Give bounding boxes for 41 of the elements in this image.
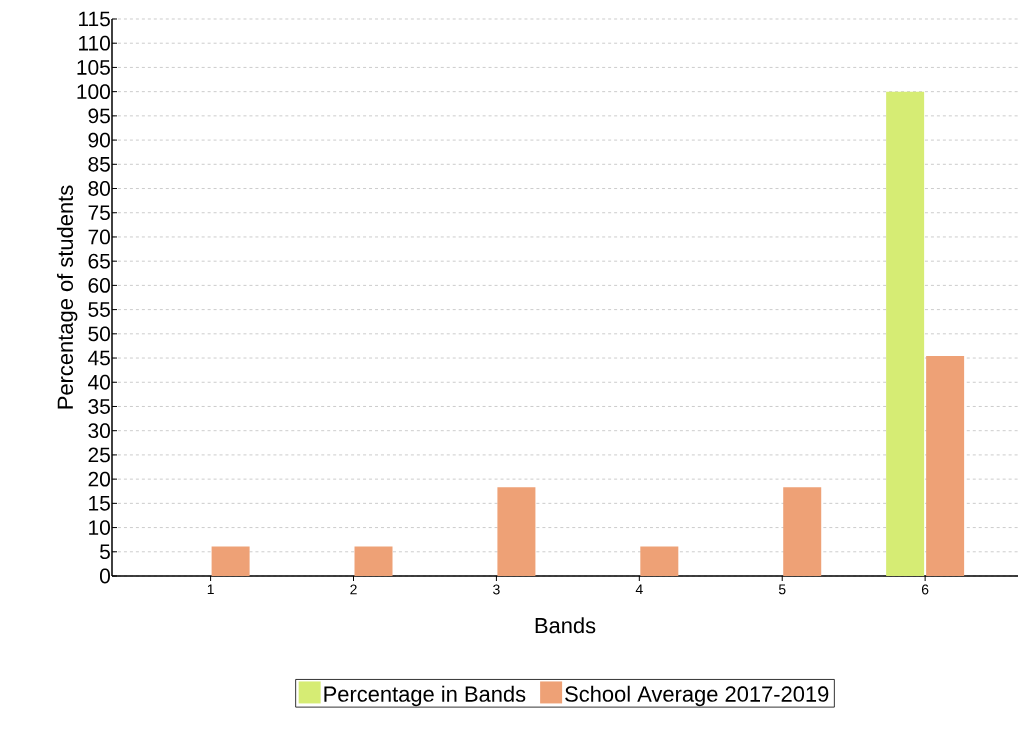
bar: [926, 356, 965, 576]
x-tick-label: 2: [350, 584, 357, 595]
bar: [497, 487, 536, 576]
y-tick-label: 100: [77, 84, 110, 100]
y-tick-label: 50: [88, 326, 110, 342]
bar: [783, 487, 822, 576]
y-tick-label: 15: [89, 496, 110, 511]
bar: [354, 546, 393, 576]
y-tick-label: 95: [88, 108, 110, 124]
y-tick-label: 20: [88, 471, 110, 487]
x-tick-label: 5: [778, 584, 786, 595]
y-tick-label: 40: [88, 374, 110, 390]
y-tick-label: 30: [88, 423, 110, 439]
y-tick-label: 0: [99, 568, 110, 584]
y-tick-label: 70: [88, 229, 110, 245]
y-tick-label: 65: [88, 253, 110, 269]
y-tick-label: 10: [89, 520, 110, 535]
y-tick-label: 85: [88, 156, 110, 172]
x-tick-label: 1: [207, 584, 214, 595]
legend-label: School Average 2017-2019: [565, 685, 829, 707]
bar: [886, 91, 925, 576]
y-tick-label: 110: [79, 35, 110, 51]
x-tick-label: 6: [921, 584, 929, 595]
y-tick-label: 105: [77, 60, 110, 75]
bar: [211, 546, 250, 576]
bar: [640, 546, 679, 576]
y-tick-label: 115: [79, 11, 110, 27]
y-tick-label: 25: [88, 447, 110, 463]
y-tick-label: 5: [100, 544, 110, 560]
y-tick-label: 75: [88, 205, 110, 221]
y-tick-label: 60: [88, 277, 110, 293]
x-axis-title: Bands: [535, 617, 596, 634]
y-tick-label: 55: [88, 302, 110, 317]
x-tick-label: 3: [493, 584, 500, 595]
y-tick-label: 45: [88, 350, 110, 366]
y-axis-title: Percentage of students: [56, 185, 78, 409]
legend-label: Percentage in Bands: [324, 685, 526, 707]
y-tick-label: 90: [88, 132, 110, 148]
x-tick-label: 4: [635, 584, 643, 595]
y-tick-label: 35: [88, 399, 110, 414]
y-tick-label: 80: [88, 181, 110, 196]
